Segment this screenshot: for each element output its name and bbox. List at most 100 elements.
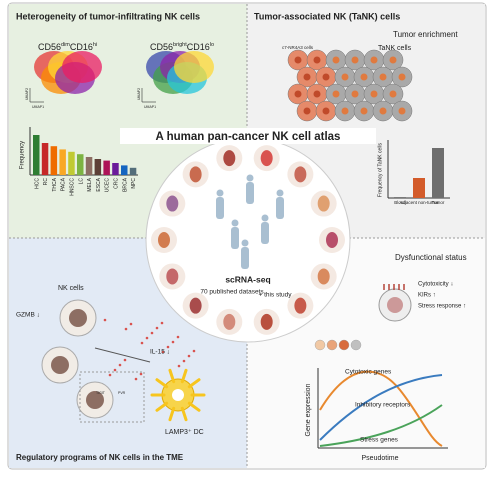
dc-dendrite (155, 401, 169, 412)
nucleus (69, 309, 87, 327)
figure-body (216, 197, 224, 219)
small-label: PVR (118, 391, 126, 395)
nucleus (294, 90, 302, 98)
category-label: MELA (87, 177, 93, 191)
organ-icon (223, 313, 236, 330)
label: NK cells (58, 285, 84, 292)
cytokine (108, 373, 112, 377)
figure-head (241, 239, 249, 247)
figure-body (241, 247, 249, 269)
feature: Stress response ↑ (418, 304, 466, 310)
cytokine (171, 340, 175, 344)
bar (129, 167, 137, 175)
nucleus (172, 389, 184, 401)
bar (413, 178, 425, 198)
cytokine (166, 345, 170, 349)
title-band (120, 128, 376, 144)
curve-label: Inhibitory receptors (355, 402, 411, 409)
organ-icon (166, 268, 179, 285)
bar (85, 157, 93, 175)
subset-label: CD56brightCD16lo (150, 42, 214, 52)
inhibitory-curve (319, 374, 443, 441)
figure-body (246, 182, 254, 204)
panel-title: Dysfunctional status (395, 253, 467, 262)
organ-icon (189, 297, 202, 314)
figure-body (276, 197, 284, 219)
nucleus (370, 90, 378, 98)
bar (50, 146, 58, 175)
umap-cluster (62, 51, 102, 83)
category-label: Adjacent non-tumor (399, 200, 439, 205)
subset-label-part: dim (61, 42, 70, 48)
bar (59, 149, 66, 175)
cytokine (129, 322, 133, 326)
nucleus (332, 56, 340, 64)
category-label: THCA (52, 177, 58, 191)
y-axis-label: Frequency of TaNK cells (377, 142, 383, 197)
organ-icon (166, 195, 179, 212)
nucleus (303, 73, 311, 81)
panel-title: Heterogeneity of tumor-infiltrating NK c… (16, 11, 200, 21)
label: GZMB ↓ (16, 312, 40, 319)
nucleus (398, 73, 406, 81)
bar (432, 148, 444, 198)
panel-title: Regulatory programs of NK cells in the T… (16, 453, 184, 462)
nucleus (389, 56, 397, 64)
cytokine (124, 327, 128, 331)
dc-dendrite (180, 368, 188, 384)
trajectory-cell (314, 339, 326, 351)
nucleus (387, 297, 403, 313)
dc-dendrite (168, 368, 176, 384)
dc-dendrite (168, 406, 176, 422)
nucleus (379, 73, 387, 81)
category-label: Tumor (432, 200, 445, 205)
bar (121, 165, 128, 175)
bar (41, 143, 49, 175)
bar (77, 154, 84, 175)
nucleus (341, 73, 349, 81)
cytotoxic-curve (319, 370, 443, 447)
organ-icon (317, 195, 330, 212)
nucleus (351, 56, 359, 64)
bar (112, 163, 119, 175)
organ-icon (189, 166, 202, 183)
cytokine (155, 326, 159, 330)
umap-cluster (174, 51, 214, 83)
cytokine (103, 318, 107, 322)
nucleus (313, 90, 321, 98)
small-label: TIGIT (96, 391, 106, 395)
trajectory-cell (350, 339, 362, 351)
figure-head (261, 214, 269, 222)
organ-icon (223, 150, 236, 167)
method: scRNA-seq (225, 274, 270, 284)
figure-head (276, 189, 284, 197)
category-label: NPC (131, 178, 137, 189)
trajectory-cell (326, 339, 338, 351)
nucleus (360, 73, 368, 81)
nucleus (341, 107, 349, 115)
bar (103, 160, 110, 175)
category-label: RC (43, 178, 49, 186)
organ-icon (294, 166, 307, 183)
subtitle: Tumor enrichment (393, 30, 458, 39)
label: IL-15 ↓ (150, 349, 170, 356)
main-title: A human pan-cancer NK cell atlas (156, 131, 341, 143)
category-label: UCEC (105, 178, 111, 193)
cytokine (160, 321, 164, 325)
category-label: Blood (394, 200, 406, 205)
bar (394, 197, 406, 198)
subset-label-part: CD56 (38, 42, 61, 52)
nucleus (322, 107, 330, 115)
addition: + this study (258, 292, 292, 299)
dc-dendrite (187, 378, 201, 389)
nucleus (370, 56, 378, 64)
curve-label: Cytotoxic genes (345, 369, 392, 376)
subset-label-part: hi (93, 42, 97, 48)
dc-dendrite (187, 401, 201, 412)
label: LAMP3⁺ DC (165, 429, 204, 436)
bar (94, 159, 102, 175)
umap-x-label: UMAP1 (32, 105, 44, 109)
y-axis-label: Gene expression (305, 383, 312, 436)
nucleus (313, 56, 321, 64)
cytokine (177, 364, 181, 368)
